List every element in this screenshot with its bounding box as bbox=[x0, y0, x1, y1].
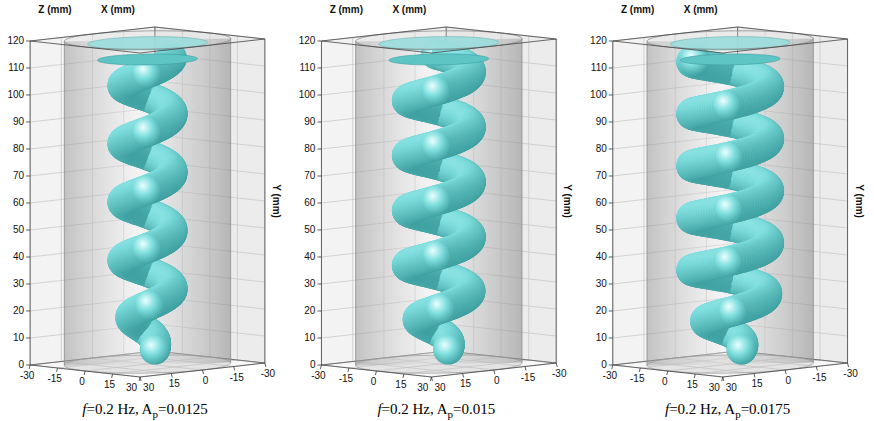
svg-text:Y (mm): Y (mm) bbox=[854, 184, 865, 218]
svg-text:30: 30 bbox=[726, 382, 738, 393]
svg-text:110: 110 bbox=[299, 62, 315, 73]
svg-text:0: 0 bbox=[19, 359, 25, 370]
svg-text:100: 100 bbox=[590, 89, 607, 100]
svg-text:30: 30 bbox=[417, 382, 429, 393]
svg-text:15: 15 bbox=[751, 378, 763, 389]
svg-text:-30: -30 bbox=[261, 368, 276, 379]
svg-text:-30: -30 bbox=[20, 370, 35, 381]
svg-text:0: 0 bbox=[310, 359, 316, 370]
svg-text:15: 15 bbox=[395, 379, 407, 390]
svg-text:50: 50 bbox=[596, 224, 608, 235]
svg-text:15: 15 bbox=[169, 378, 181, 389]
svg-text:-15: -15 bbox=[812, 372, 827, 383]
svg-text:120: 120 bbox=[590, 35, 607, 46]
svg-text:40: 40 bbox=[13, 251, 25, 262]
svg-text:60: 60 bbox=[304, 197, 316, 208]
svg-text:X (mm): X (mm) bbox=[684, 4, 718, 15]
svg-text:30: 30 bbox=[434, 382, 446, 393]
svg-text:15: 15 bbox=[687, 379, 699, 390]
svg-text:60: 60 bbox=[596, 197, 608, 208]
svg-text:30: 30 bbox=[13, 278, 25, 289]
svg-text:Z (mm): Z (mm) bbox=[621, 4, 654, 15]
svg-text:-30: -30 bbox=[843, 368, 858, 379]
svg-text:0: 0 bbox=[494, 375, 500, 386]
svg-text:-30: -30 bbox=[552, 368, 567, 379]
svg-text:30: 30 bbox=[596, 278, 608, 289]
svg-text:0: 0 bbox=[601, 359, 607, 370]
svg-text:90: 90 bbox=[596, 116, 608, 127]
svg-text:-15: -15 bbox=[339, 373, 354, 384]
svg-text:f=0.2 Hz, Ap=0.0175: f=0.2 Hz, Ap=0.0175 bbox=[665, 401, 790, 420]
svg-text:-15: -15 bbox=[521, 372, 536, 383]
svg-text:10: 10 bbox=[13, 332, 25, 343]
svg-text:Z (mm): Z (mm) bbox=[38, 4, 71, 15]
svg-text:60: 60 bbox=[13, 197, 25, 208]
svg-text:0: 0 bbox=[785, 375, 791, 386]
svg-text:10: 10 bbox=[304, 332, 316, 343]
svg-text:70: 70 bbox=[596, 170, 608, 181]
svg-text:0: 0 bbox=[79, 376, 85, 387]
svg-text:30: 30 bbox=[126, 382, 138, 393]
svg-text:0: 0 bbox=[662, 376, 668, 387]
svg-text:100: 100 bbox=[299, 89, 316, 100]
svg-text:110: 110 bbox=[8, 62, 24, 73]
svg-text:40: 40 bbox=[304, 251, 316, 262]
svg-text:30: 30 bbox=[709, 382, 721, 393]
svg-text:20: 20 bbox=[304, 305, 316, 316]
svg-text:70: 70 bbox=[13, 170, 25, 181]
svg-text:-30: -30 bbox=[603, 370, 618, 381]
svg-text:10: 10 bbox=[596, 332, 608, 343]
svg-text:40: 40 bbox=[596, 251, 608, 262]
svg-text:90: 90 bbox=[13, 116, 25, 127]
svg-text:-15: -15 bbox=[630, 373, 645, 384]
svg-text:50: 50 bbox=[13, 224, 25, 235]
svg-text:80: 80 bbox=[304, 143, 316, 154]
svg-text:15: 15 bbox=[104, 379, 116, 390]
svg-text:50: 50 bbox=[304, 224, 316, 235]
svg-text:100: 100 bbox=[7, 89, 24, 100]
svg-text:70: 70 bbox=[304, 170, 316, 181]
svg-text:30: 30 bbox=[143, 382, 155, 393]
svg-text:0: 0 bbox=[203, 375, 209, 386]
svg-text:30: 30 bbox=[304, 278, 316, 289]
svg-text:X (mm): X (mm) bbox=[101, 4, 135, 15]
svg-text:80: 80 bbox=[13, 143, 25, 154]
svg-text:20: 20 bbox=[596, 305, 608, 316]
svg-text:20: 20 bbox=[13, 305, 25, 316]
svg-text:120: 120 bbox=[7, 35, 24, 46]
svg-text:Z (mm): Z (mm) bbox=[330, 4, 363, 15]
svg-text:-15: -15 bbox=[47, 373, 62, 384]
svg-text:Y (mm): Y (mm) bbox=[562, 184, 573, 218]
svg-text:f=0.2 Hz, Ap=0.0125: f=0.2 Hz, Ap=0.0125 bbox=[82, 401, 207, 420]
svg-text:-15: -15 bbox=[229, 372, 244, 383]
svg-text:90: 90 bbox=[304, 116, 316, 127]
svg-text:-30: -30 bbox=[311, 370, 326, 381]
svg-text:80: 80 bbox=[596, 143, 608, 154]
svg-text:Y (mm): Y (mm) bbox=[271, 184, 282, 218]
svg-text:f=0.2 Hz, Ap=0.015: f=0.2 Hz, Ap=0.015 bbox=[377, 401, 495, 420]
svg-text:120: 120 bbox=[299, 35, 316, 46]
svg-text:0: 0 bbox=[371, 376, 377, 387]
svg-text:X (mm): X (mm) bbox=[392, 4, 426, 15]
svg-text:15: 15 bbox=[460, 378, 472, 389]
svg-text:110: 110 bbox=[591, 62, 607, 73]
